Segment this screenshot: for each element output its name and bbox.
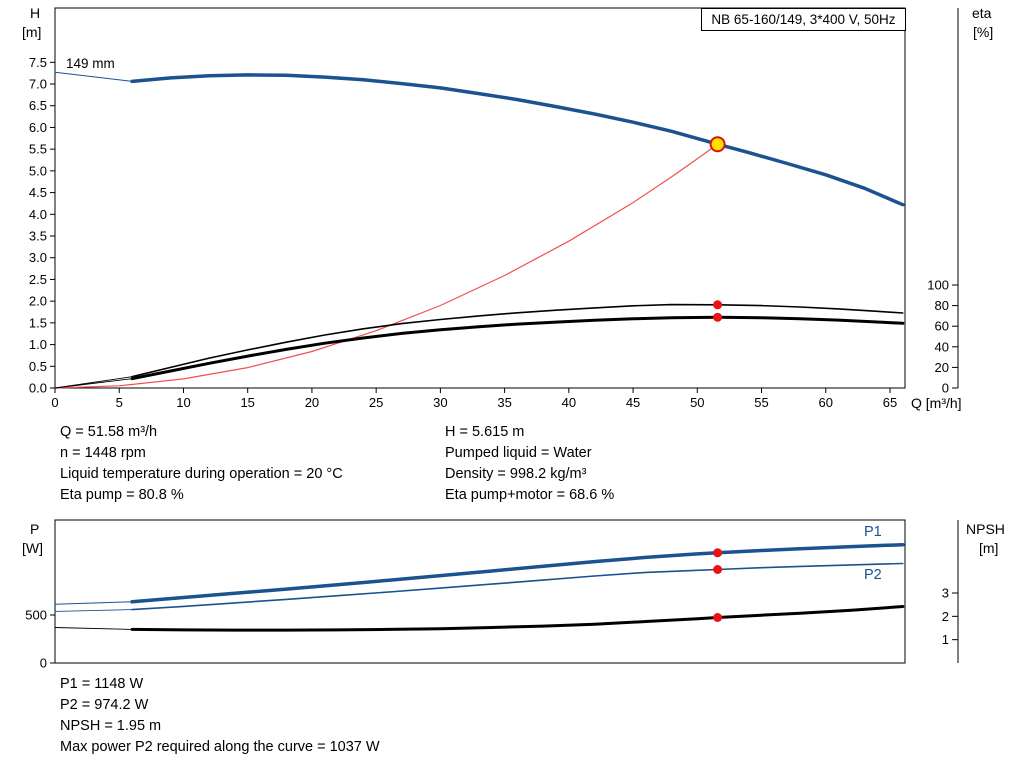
- svg-text:20: 20: [935, 360, 949, 375]
- svg-text:6.5: 6.5: [29, 98, 47, 113]
- svg-text:1.0: 1.0: [29, 337, 47, 352]
- info-line-n: n = 1448 rpm: [60, 445, 146, 461]
- info-line-h: H = 5.615 m: [445, 424, 525, 440]
- pump-title-box: NB 65-160/149, 3*400 V, 50Hz: [701, 8, 906, 31]
- svg-text:40: 40: [562, 395, 576, 410]
- svg-text:5.0: 5.0: [29, 163, 47, 178]
- info-line-temp: Liquid temperature during operation = 20…: [60, 466, 343, 482]
- svg-text:60: 60: [819, 395, 833, 410]
- svg-text:55: 55: [754, 395, 768, 410]
- info-line-density: Density = 998.2 kg/m³: [445, 466, 587, 482]
- svg-text:0: 0: [40, 656, 47, 671]
- svg-text:3.5: 3.5: [29, 229, 47, 244]
- svg-text:2: 2: [942, 609, 949, 624]
- info-line-eta-total: Eta pump+motor = 68.6 %: [445, 487, 615, 503]
- svg-text:10: 10: [176, 395, 190, 410]
- svg-text:0: 0: [51, 395, 58, 410]
- svg-text:0.5: 0.5: [29, 359, 47, 374]
- svg-text:25: 25: [369, 395, 383, 410]
- info-line-npsh: NPSH = 1.95 m: [60, 718, 162, 734]
- svg-text:30: 30: [433, 395, 447, 410]
- info-line-q: Q = 51.58 m³/h: [60, 424, 158, 440]
- npsh-axis-name: NPSH: [966, 521, 1005, 537]
- info-line-maxp2: Max power P2 required along the curve = …: [60, 739, 380, 755]
- svg-text:7.5: 7.5: [29, 55, 47, 70]
- power-info-block: P1 = 1148 W P2 = 974.2 W NPSH = 1.95 m M…: [60, 676, 380, 760]
- power-npsh-chart: 0 500 1 2 3: [25, 519, 959, 671]
- duty-info-right: H = 5.615 m Pumped liquid = Water Densit…: [445, 424, 614, 508]
- p1-curve-label: P1: [864, 524, 882, 540]
- svg-text:500: 500: [25, 608, 47, 623]
- info-line-p1: P1 = 1148 W: [60, 676, 144, 692]
- h-axis-unit: [m]: [22, 24, 42, 40]
- npsh-axis-unit: [m]: [979, 540, 999, 556]
- svg-text:1.5: 1.5: [29, 315, 47, 330]
- h-axis-name: H: [30, 5, 41, 21]
- svg-text:60: 60: [935, 319, 949, 334]
- svg-text:2.0: 2.0: [29, 294, 47, 309]
- svg-text:7.0: 7.0: [29, 77, 47, 92]
- svg-text:65: 65: [883, 395, 897, 410]
- svg-text:15: 15: [240, 395, 254, 410]
- info-line-eta-pump: Eta pump = 80.8 %: [60, 487, 184, 503]
- svg-text:5: 5: [116, 395, 123, 410]
- svg-text:4.0: 4.0: [29, 207, 47, 222]
- svg-text:2.5: 2.5: [29, 272, 47, 287]
- svg-text:20: 20: [305, 395, 319, 410]
- svg-text:3: 3: [942, 586, 949, 601]
- svg-text:80: 80: [935, 298, 949, 313]
- svg-text:1: 1: [942, 632, 949, 647]
- info-line-p2: P2 = 974.2 W: [60, 697, 149, 713]
- info-line-liquid: Pumped liquid = Water: [445, 445, 592, 461]
- svg-text:35: 35: [497, 395, 511, 410]
- svg-text:3.0: 3.0: [29, 250, 47, 265]
- svg-text:50: 50: [690, 395, 704, 410]
- svg-text:0: 0: [942, 381, 949, 396]
- p-axis-name: P: [30, 521, 40, 537]
- svg-text:0.0: 0.0: [29, 381, 47, 396]
- eta-axis-name: eta: [972, 5, 992, 21]
- svg-text:4.5: 4.5: [29, 185, 47, 200]
- eta-axis-unit: [%]: [973, 24, 994, 40]
- svg-text:5.5: 5.5: [29, 142, 47, 157]
- p-axis-unit: [W]: [22, 540, 43, 556]
- duty-info-left: Q = 51.58 m³/h n = 1448 rpm Liquid tempe…: [60, 424, 343, 508]
- impeller-diameter-label: 149 mm: [66, 56, 115, 71]
- q-axis-label: Q [m³/h]: [911, 395, 962, 411]
- svg-text:6.0: 6.0: [29, 120, 47, 135]
- svg-text:45: 45: [626, 395, 640, 410]
- p2-curve-label: P2: [864, 567, 882, 583]
- svg-text:40: 40: [935, 339, 949, 354]
- svg-text:100: 100: [927, 278, 949, 293]
- qh-eta-chart: 0 5 10 15 20 25 30 35 40 45 50 55 60 65 0.0 0.5 1.0 1.5 2.…: [29, 7, 959, 410]
